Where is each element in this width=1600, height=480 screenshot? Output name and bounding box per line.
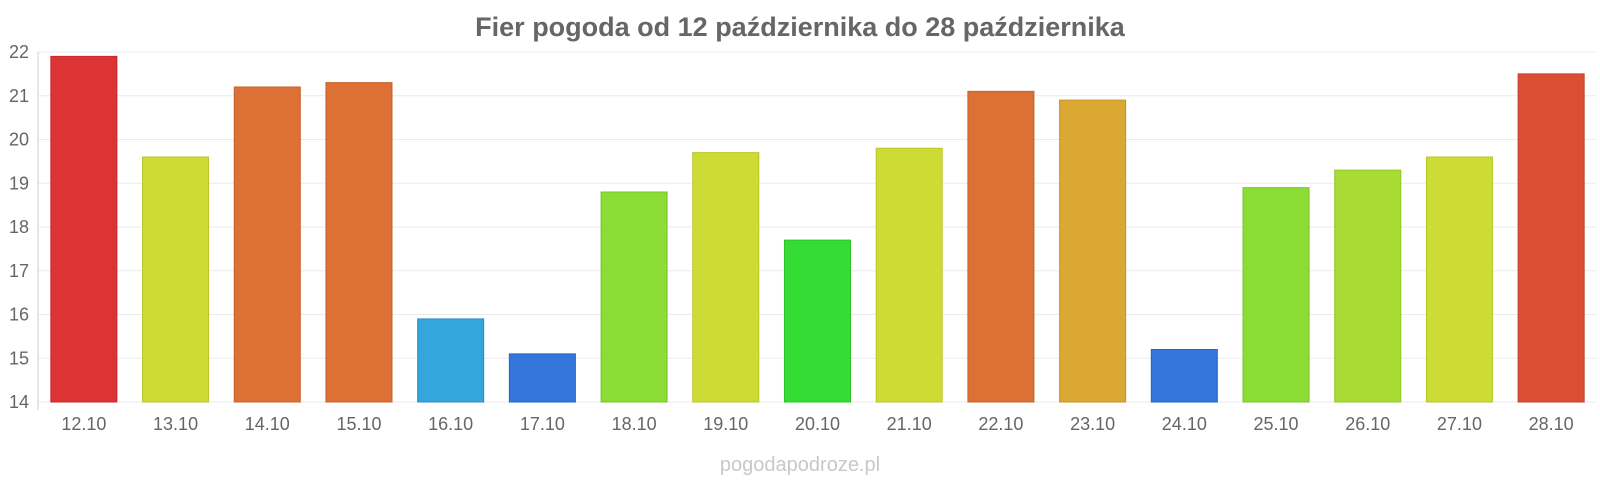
y-tick-labels: 14 15 16 17 18 19 20 21 22 xyxy=(9,42,29,412)
x-tick-label: 19.10 xyxy=(703,414,748,434)
bar xyxy=(967,90,1035,403)
y-tick-label: 21 xyxy=(9,86,29,106)
bar xyxy=(142,156,210,403)
bar xyxy=(875,147,943,403)
x-tick-label: 25.10 xyxy=(1254,414,1299,434)
x-tick-labels: 12.10 13.10 14.10 15.10 16.10 17.10 18.10 19.10… xyxy=(61,414,1573,434)
x-tick-label: 28.10 xyxy=(1529,414,1574,434)
y-tick-label: 22 xyxy=(9,42,29,62)
x-tick-label: 26.10 xyxy=(1345,414,1390,434)
y-tick-label: 17 xyxy=(9,261,29,281)
y-tick-label: 14 xyxy=(9,392,29,412)
x-tick-label: 22.10 xyxy=(978,414,1023,434)
y-tick-label: 18 xyxy=(9,217,29,237)
bar xyxy=(600,191,668,403)
bar xyxy=(692,152,760,403)
bar xyxy=(1150,349,1218,403)
bar xyxy=(1425,156,1493,403)
bar xyxy=(783,239,852,403)
y-tick-label: 16 xyxy=(9,305,29,325)
x-tick-label: 23.10 xyxy=(1070,414,1115,434)
bar xyxy=(325,82,393,403)
x-tick-label: 27.10 xyxy=(1437,414,1482,434)
x-tick-label: 24.10 xyxy=(1162,414,1207,434)
bar xyxy=(1242,187,1310,403)
x-tick-label: 13.10 xyxy=(153,414,198,434)
bar xyxy=(1517,73,1585,403)
x-tick-label: 16.10 xyxy=(428,414,473,434)
x-tick-label: 12.10 xyxy=(61,414,106,434)
y-tick-label: 15 xyxy=(9,348,29,368)
bar xyxy=(50,55,118,403)
x-tick-label: 20.10 xyxy=(795,414,840,434)
x-tick-label: 15.10 xyxy=(336,414,381,434)
x-tick-label: 14.10 xyxy=(245,414,290,434)
y-tick-label: 19 xyxy=(9,173,29,193)
x-tick-label: 18.10 xyxy=(612,414,657,434)
x-tick-label: 21.10 xyxy=(887,414,932,434)
bar xyxy=(508,353,576,403)
bar xyxy=(233,86,301,403)
watermark: pogodapodroze.pl xyxy=(720,454,880,476)
bar xyxy=(1334,169,1402,403)
bar xyxy=(1059,99,1127,403)
bar xyxy=(417,318,485,403)
x-tick-label: 17.10 xyxy=(520,414,565,434)
y-tick-label: 20 xyxy=(9,130,29,150)
chart-title: Fier pogoda od 12 października do 28 paź… xyxy=(475,12,1126,42)
bars xyxy=(50,55,1585,403)
